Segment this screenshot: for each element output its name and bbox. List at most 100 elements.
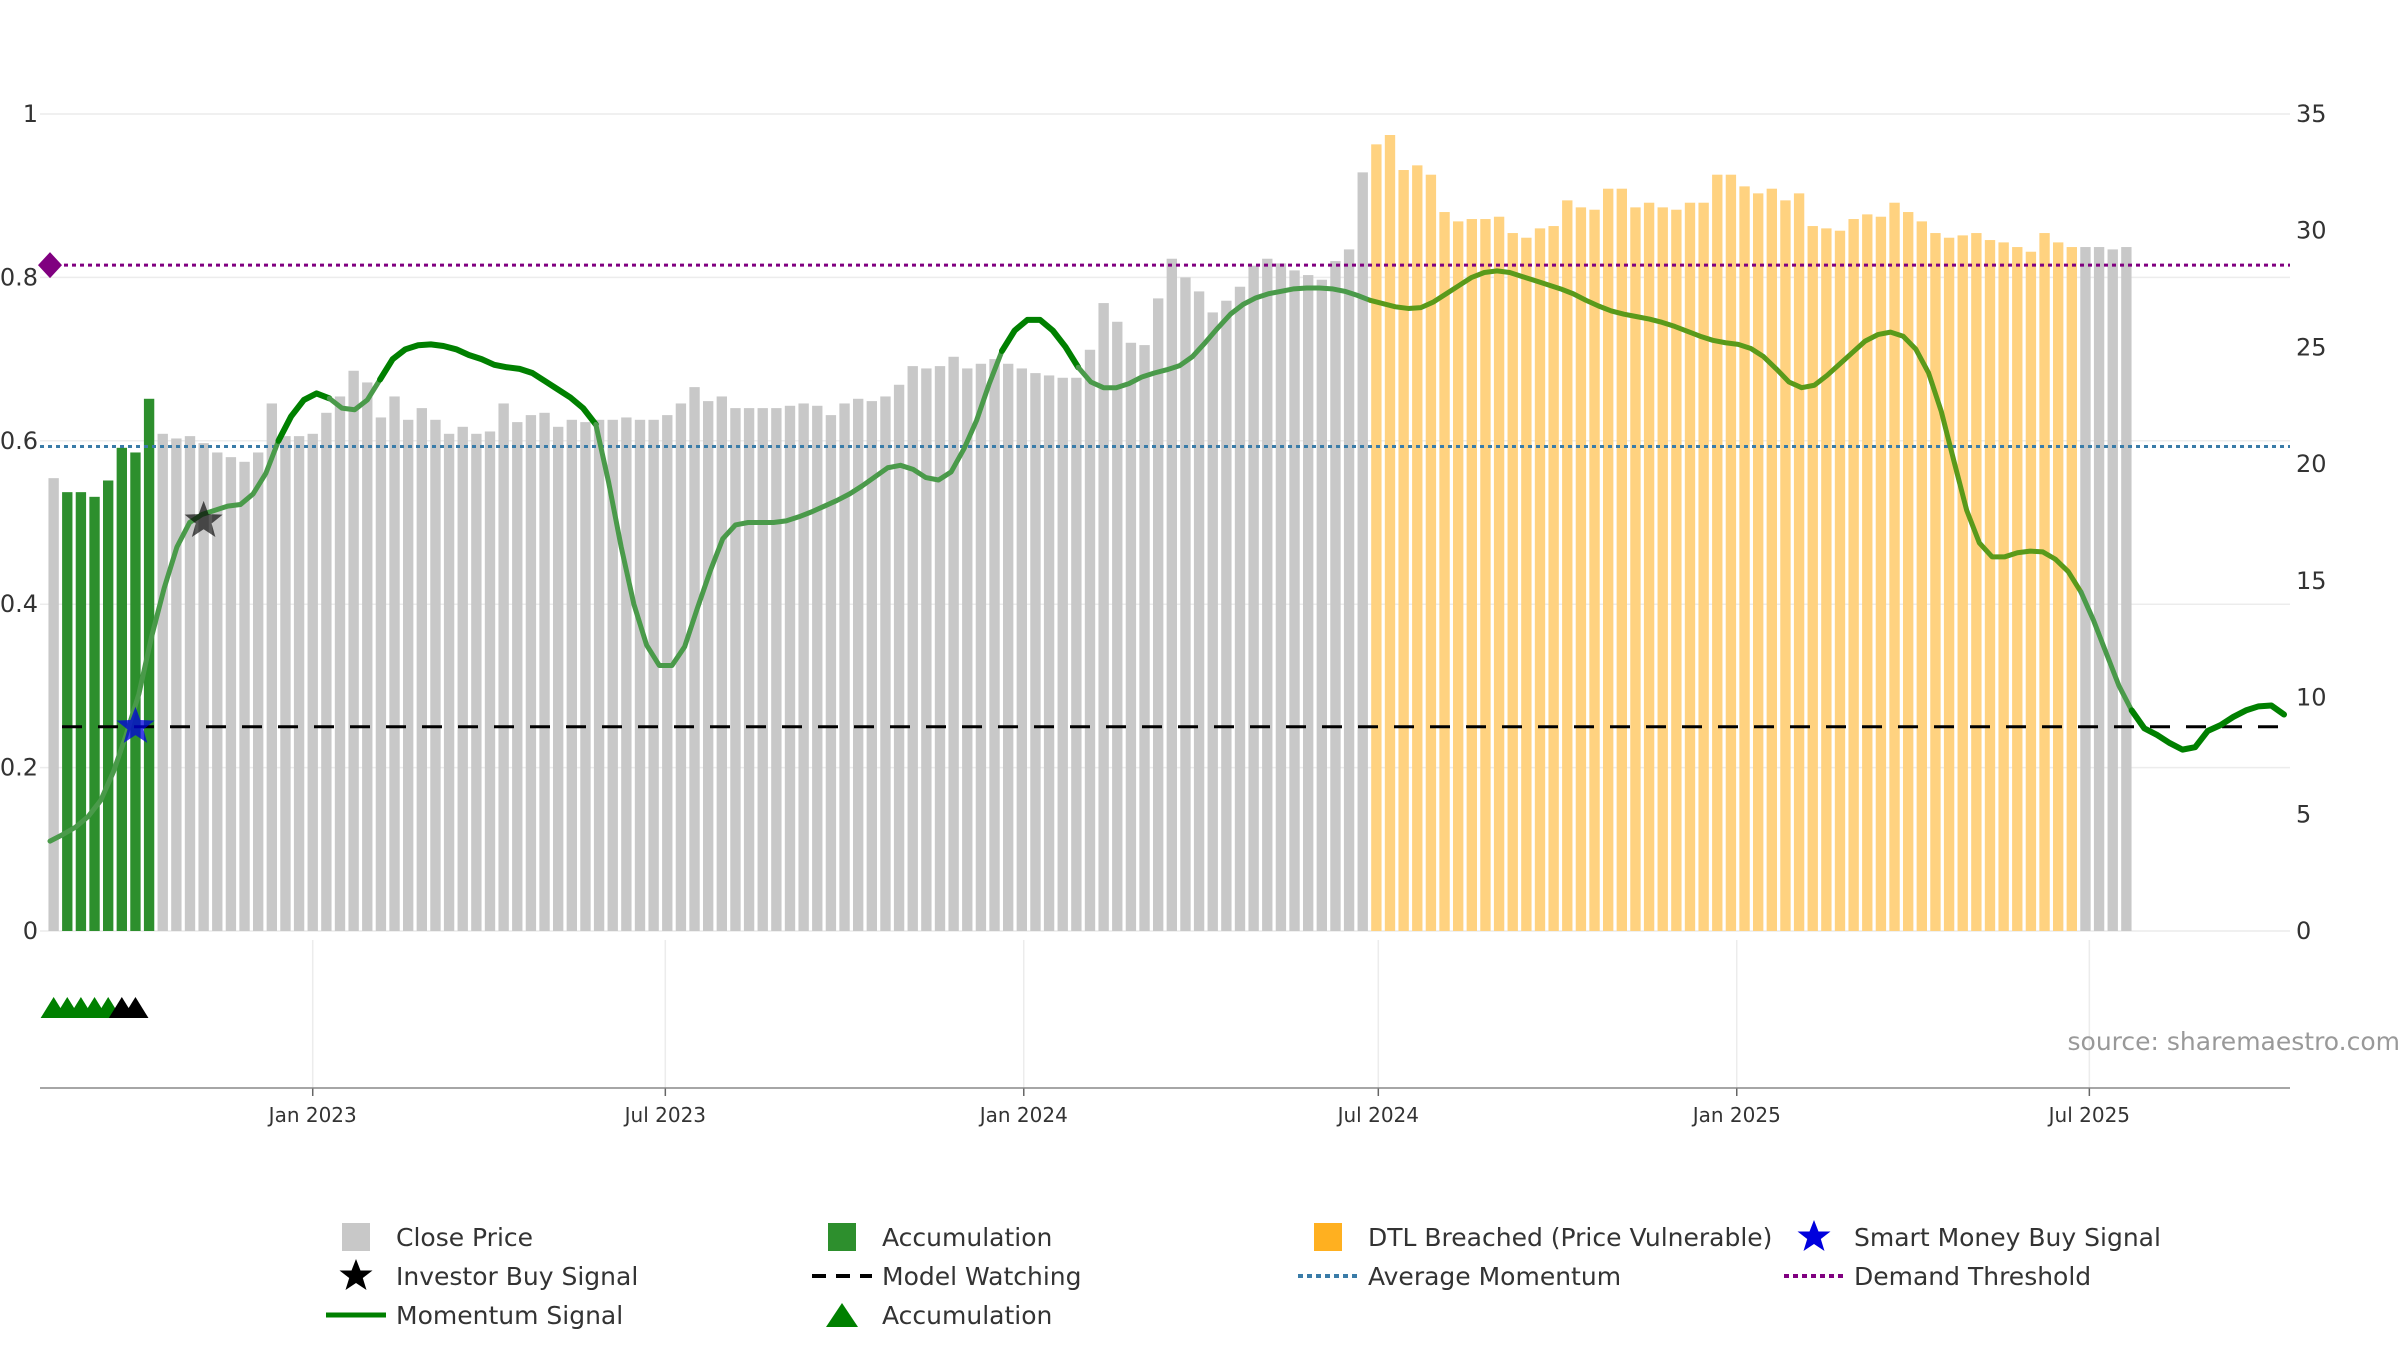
legend-label: Smart Money Buy Signal (1854, 1222, 2161, 1252)
dtl-breached-bar (1671, 209, 1682, 932)
x-tick-label: Jul 2024 (1336, 1103, 1419, 1127)
dtl-breached-bar (1493, 216, 1505, 932)
close-price-bar (484, 431, 496, 931)
dtl-breached-bar (1875, 216, 1887, 932)
close-price-bar (1030, 373, 1041, 931)
dtl-breached-bar (1453, 221, 1464, 931)
close-price-bar (225, 457, 237, 931)
close-price-bar (539, 412, 550, 931)
dotted-line-icon (1782, 1258, 1846, 1294)
close-price-bar (1303, 275, 1314, 932)
close-price-bar (648, 419, 659, 931)
dtl-breached-bar (1848, 219, 1859, 932)
dtl-breached-bar (1834, 230, 1846, 931)
dtl-breached-bar (1725, 174, 1737, 932)
accumulation-bar (103, 480, 114, 931)
dtl-breached-bar (1575, 207, 1587, 931)
close-price-bar (1357, 172, 1368, 931)
x-tick-label: Jan 2023 (267, 1103, 357, 1127)
close-price-bar (1330, 261, 1341, 931)
y-left-tick-label: 1 (23, 100, 38, 128)
close-price-bar (1221, 300, 1232, 931)
dtl-breached-bar (2066, 247, 2077, 931)
close-price-bar (553, 426, 564, 931)
close-price-bar (212, 452, 223, 931)
dashed-line-icon (810, 1258, 874, 1294)
close-price-bar (880, 396, 891, 931)
momentum-line-segment (2078, 589, 2135, 713)
dtl-breached-bar (2053, 242, 2064, 931)
close-price-bar (1016, 368, 1027, 931)
close-price-bar (375, 417, 387, 931)
gridlines (40, 113, 2290, 1088)
y-left-tick-label: 0 (23, 917, 38, 945)
star-icon (324, 1258, 388, 1294)
close-price-bar (2107, 249, 2118, 932)
close-price-bar (1343, 249, 1355, 932)
close-price-bar (853, 398, 864, 932)
legend-close-price: Close Price (324, 1219, 533, 1255)
close-price-bar (157, 433, 168, 931)
investor-buy-signal-star (184, 500, 223, 538)
dtl-breached-bar (2025, 251, 2037, 932)
y-left-tick-label: 0.6 (0, 427, 38, 455)
x-tick-label: Jan 2024 (978, 1103, 1068, 1127)
accumulation-bar (130, 452, 141, 931)
triangle-icon (810, 1297, 874, 1333)
dtl-breached-bar (1398, 170, 1409, 932)
close-price-bar (1193, 291, 1205, 931)
close-price-bar (1084, 349, 1096, 932)
dtl-breached-bar (1616, 188, 1627, 931)
legend-investor-buy: Investor Buy Signal (324, 1258, 638, 1294)
accumulation-bar (116, 447, 127, 931)
close-price-bar (389, 396, 400, 931)
x-tick-label: Jul 2025 (2047, 1103, 2130, 1127)
close-price-bar (307, 433, 318, 931)
dtl-breached-bar (1984, 240, 1996, 932)
legend-label: Model Watching (882, 1261, 1082, 1291)
dtl-breached-bar (1643, 202, 1655, 931)
dtl-breached-bar (1943, 237, 1955, 931)
momentum-line-segment (275, 390, 333, 444)
dtl-breached-bar (1480, 219, 1491, 932)
dotted-line-icon (1296, 1258, 1360, 1294)
close-price-bar (1248, 265, 1259, 931)
dtl-breached-bar (1998, 242, 2009, 931)
square-icon (810, 1219, 874, 1255)
accumulation-bar (75, 492, 87, 931)
y-right-tick-label: 30 (2296, 217, 2327, 245)
close-price-bar (607, 419, 618, 931)
close-price-bar (771, 408, 782, 931)
close-price-bar (416, 408, 427, 931)
dtl-breached-bar (2012, 247, 2023, 931)
close-price-bar (1098, 303, 1109, 931)
close-price-bar (1112, 321, 1123, 931)
close-price-bar (1289, 270, 1300, 931)
dtl-breached-bar (1739, 186, 1750, 931)
close-price-bar (443, 433, 455, 931)
legend-average-momentum: Average Momentum (1296, 1258, 1621, 1294)
close-price-bar (1180, 277, 1191, 931)
dtl-breached-bar (1412, 165, 1423, 932)
reference-lines (38, 252, 2290, 729)
close-price-bar (798, 403, 809, 931)
signal-markers (40, 500, 223, 1018)
close-price-bar (866, 401, 877, 931)
dtl-breached-bar (1630, 207, 1641, 931)
dtl-breached-bar (1957, 235, 1968, 931)
x-tick-label: Jul 2023 (623, 1103, 706, 1127)
momentum-line-segment (1367, 268, 2084, 595)
close-price-bars (48, 135, 2132, 932)
accumulation-bar (143, 398, 155, 932)
dtl-breached-bar (1821, 228, 1832, 931)
accumulation-marker-black (122, 997, 149, 1018)
legend-label: Demand Threshold (1854, 1261, 2092, 1291)
y-right-tick-label: 10 (2296, 684, 2327, 712)
close-price-bar (893, 384, 905, 932)
y-right-tick-label: 15 (2296, 567, 2327, 595)
legend-demand-threshold: Demand Threshold (1782, 1258, 2091, 1294)
legend-label: DTL Breached (Price Vulnerable) (1368, 1222, 1773, 1252)
close-price-bar (348, 370, 359, 931)
